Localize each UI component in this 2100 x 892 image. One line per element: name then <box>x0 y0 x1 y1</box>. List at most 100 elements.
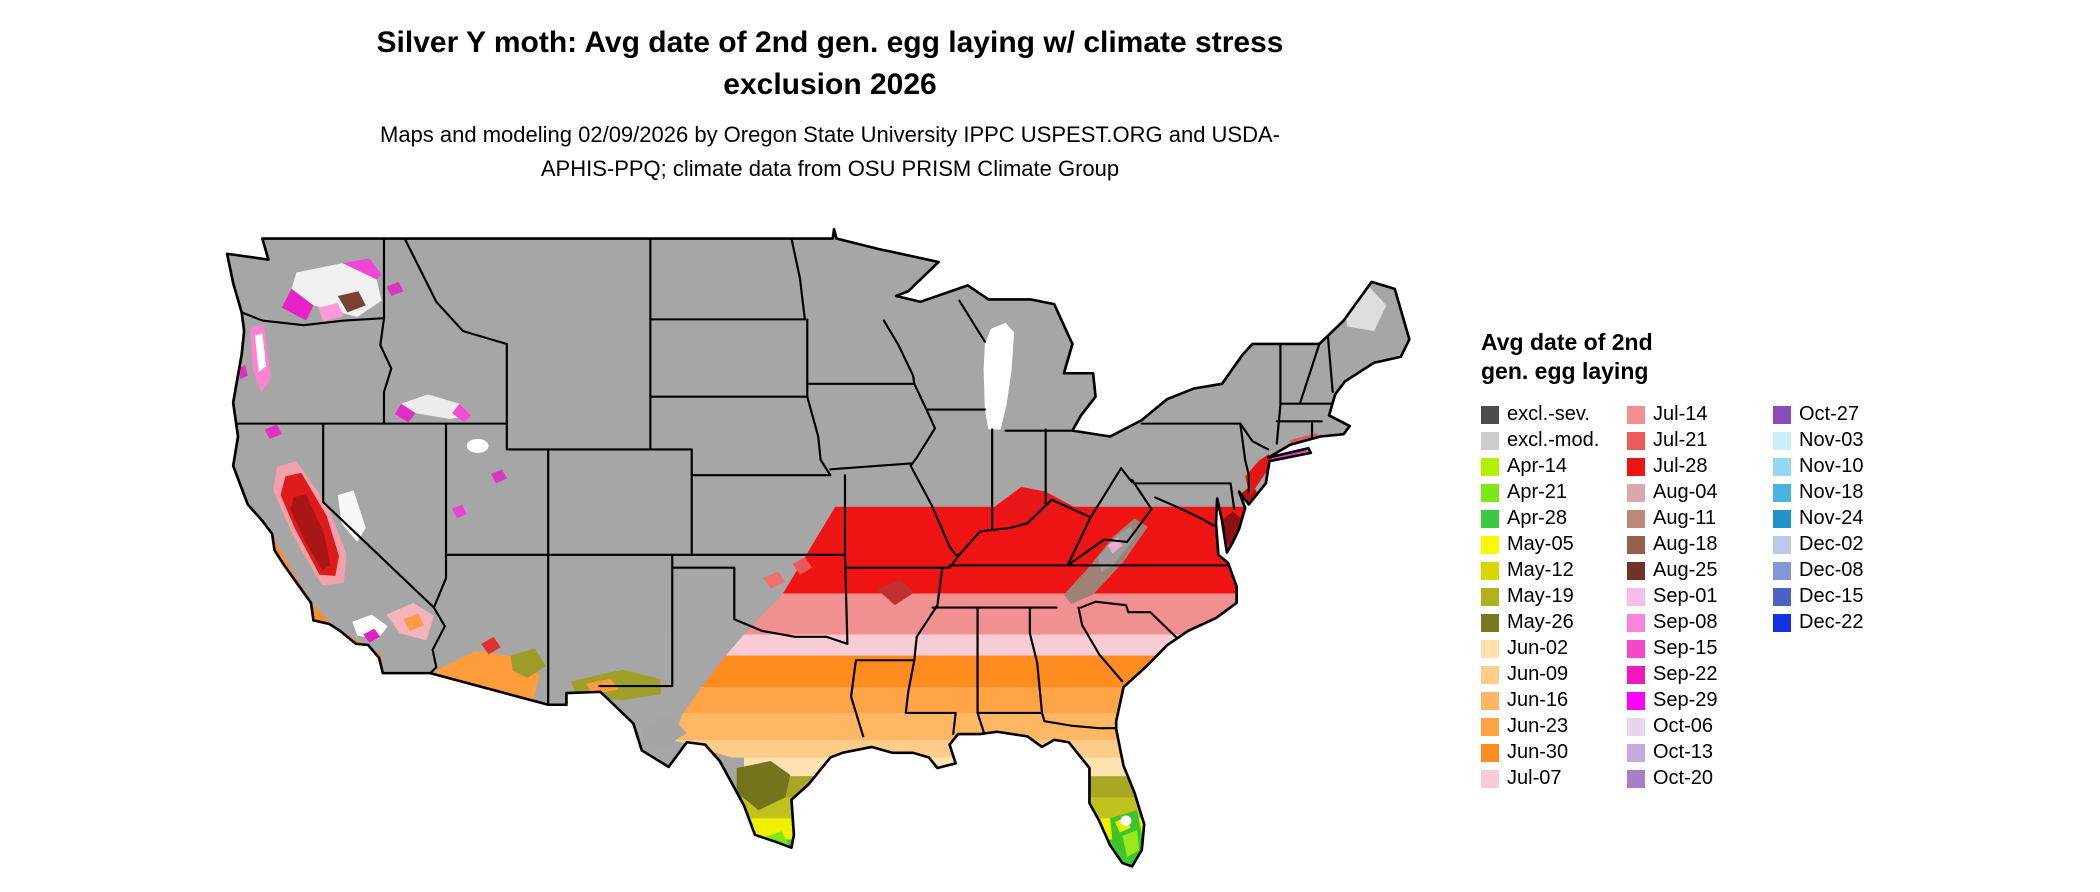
legend-swatch <box>1627 535 1645 554</box>
legend-label: Jul-28 <box>1653 455 1708 477</box>
legend-label: Sep-08 <box>1653 611 1718 633</box>
legend-label: Aug-04 <box>1653 481 1718 503</box>
map-color-regions <box>227 229 1410 867</box>
legend-swatch <box>1481 743 1499 762</box>
us-map <box>225 228 1411 868</box>
legend-title: Avg date of 2nd gen. egg laying <box>1481 328 1921 386</box>
legend-item: Jun-30 <box>1481 740 1613 766</box>
legend-item: Aug-18 <box>1627 532 1759 558</box>
legend-label: Nov-24 <box>1799 507 1864 529</box>
legend-swatch <box>1481 509 1499 528</box>
legend-title-line2: gen. egg laying <box>1481 357 1649 384</box>
legend-label: Dec-08 <box>1799 559 1864 581</box>
state-borders <box>232 237 1334 738</box>
legend-item: excl.-sev. <box>1481 402 1613 428</box>
legend-swatch <box>1627 743 1645 762</box>
legend-label: May-19 <box>1507 585 1574 607</box>
legend-label: Oct-20 <box>1653 767 1714 789</box>
legend-item: Sep-08 <box>1627 610 1759 636</box>
legend-swatch <box>1481 483 1499 502</box>
legend-label: Dec-15 <box>1799 585 1864 607</box>
legend-label: Sep-15 <box>1653 637 1718 659</box>
legend-label: Oct-13 <box>1653 741 1714 763</box>
legend-swatch <box>1627 665 1645 684</box>
legend-item: Nov-03 <box>1773 428 1905 454</box>
legend-item: Dec-08 <box>1773 558 1905 584</box>
legend-swatch <box>1627 587 1645 606</box>
legend-swatch <box>1481 613 1499 632</box>
legend-item: Apr-28 <box>1481 506 1613 532</box>
legend-item: May-19 <box>1481 584 1613 610</box>
legend-swatch <box>1773 561 1791 580</box>
legend-item: May-12 <box>1481 558 1613 584</box>
legend-label: Apr-14 <box>1507 455 1568 477</box>
page-subtitle: Maps and modeling 02/09/2026 by Oregon S… <box>230 118 1430 186</box>
legend-item: Dec-22 <box>1773 610 1905 636</box>
legend-label: Dec-22 <box>1799 611 1864 633</box>
legend-label: Nov-18 <box>1799 481 1864 503</box>
legend-label: Apr-28 <box>1507 507 1568 529</box>
page-subtitle-text: Maps and modeling 02/09/2026 by Oregon S… <box>380 122 1280 182</box>
legend-swatch <box>1481 717 1499 736</box>
legend-item: Jul-21 <box>1627 428 1759 454</box>
legend-swatch <box>1481 405 1499 424</box>
legend-swatch <box>1773 483 1791 502</box>
legend-swatch <box>1627 405 1645 424</box>
legend-label: May-26 <box>1507 611 1574 633</box>
legend-item: May-26 <box>1481 610 1613 636</box>
legend-swatch <box>1481 561 1499 580</box>
legend-swatch <box>1481 457 1499 476</box>
legend-item: May-05 <box>1481 532 1613 558</box>
legend-label: Nov-10 <box>1799 455 1864 477</box>
legend-label: Aug-11 <box>1653 507 1717 529</box>
legend-label: Sep-01 <box>1653 585 1718 607</box>
legend-item: Oct-27 <box>1773 402 1905 428</box>
legend-columns: excl.-sev. excl.-mod. Apr-14 Apr-21 Apr-28 Ma… <box>1481 402 1921 792</box>
legend-swatch <box>1627 613 1645 632</box>
legend-item: Dec-15 <box>1773 584 1905 610</box>
legend-item: Jul-07 <box>1481 766 1613 792</box>
legend-label: Jul-21 <box>1653 429 1708 451</box>
legend-label: Aug-18 <box>1653 533 1718 555</box>
legend-swatch <box>1627 639 1645 658</box>
legend-item: Jul-14 <box>1627 402 1759 428</box>
legend-label: May-05 <box>1507 533 1574 555</box>
legend-item: Aug-25 <box>1627 558 1759 584</box>
legend-swatch <box>1627 483 1645 502</box>
legend-column: Jul-14 Jul-21 Jul-28 Aug-04 Aug-11 Aug-18 Aug-… <box>1627 402 1759 792</box>
legend-item: Sep-01 <box>1627 584 1759 610</box>
legend-label: Jul-14 <box>1653 403 1708 425</box>
great-salt-lake <box>466 438 489 453</box>
legend-swatch <box>1481 665 1499 684</box>
legend-label: Jun-16 <box>1507 689 1569 711</box>
legend-item: Aug-11 <box>1627 506 1759 532</box>
legend-item: Jun-02 <box>1481 636 1613 662</box>
legend-title-line1: Avg date of 2nd <box>1481 329 1653 355</box>
legend-swatch <box>1481 639 1499 658</box>
legend-item: Oct-13 <box>1627 740 1759 766</box>
legend-item: Dec-02 <box>1773 532 1905 558</box>
page-title-text: Silver Y moth: Avg date of 2nd gen. egg … <box>376 26 1284 101</box>
legend-swatch <box>1773 613 1791 632</box>
legend-swatch <box>1481 769 1499 788</box>
legend-item: Nov-18 <box>1773 480 1905 506</box>
legend-swatch <box>1773 535 1791 554</box>
legend-label: May-12 <box>1507 559 1574 581</box>
lake-michigan <box>983 322 1015 430</box>
legend-label: Sep-29 <box>1653 689 1718 711</box>
legend-item: Apr-21 <box>1481 480 1613 506</box>
legend-column: excl.-sev. excl.-mod. Apr-14 Apr-21 Apr-28 Ma… <box>1481 402 1613 792</box>
legend-swatch <box>1773 405 1791 424</box>
legend-item: Sep-29 <box>1627 688 1759 714</box>
legend-swatch <box>1627 561 1645 580</box>
legend-label: excl.-sev. <box>1507 403 1590 425</box>
legend-item: Jul-28 <box>1627 454 1759 480</box>
legend-item: Oct-20 <box>1627 766 1759 792</box>
us-outline <box>225 228 1411 868</box>
legend-label: excl.-mod. <box>1507 429 1600 451</box>
legend-label: Jun-23 <box>1507 715 1569 737</box>
legend-swatch <box>1481 535 1499 554</box>
legend-column: Oct-27 Nov-03 Nov-10 Nov-18 Nov-24 Dec-02 Dec-… <box>1773 402 1905 792</box>
legend-label: Dec-02 <box>1799 533 1864 555</box>
legend-item: Nov-24 <box>1773 506 1905 532</box>
